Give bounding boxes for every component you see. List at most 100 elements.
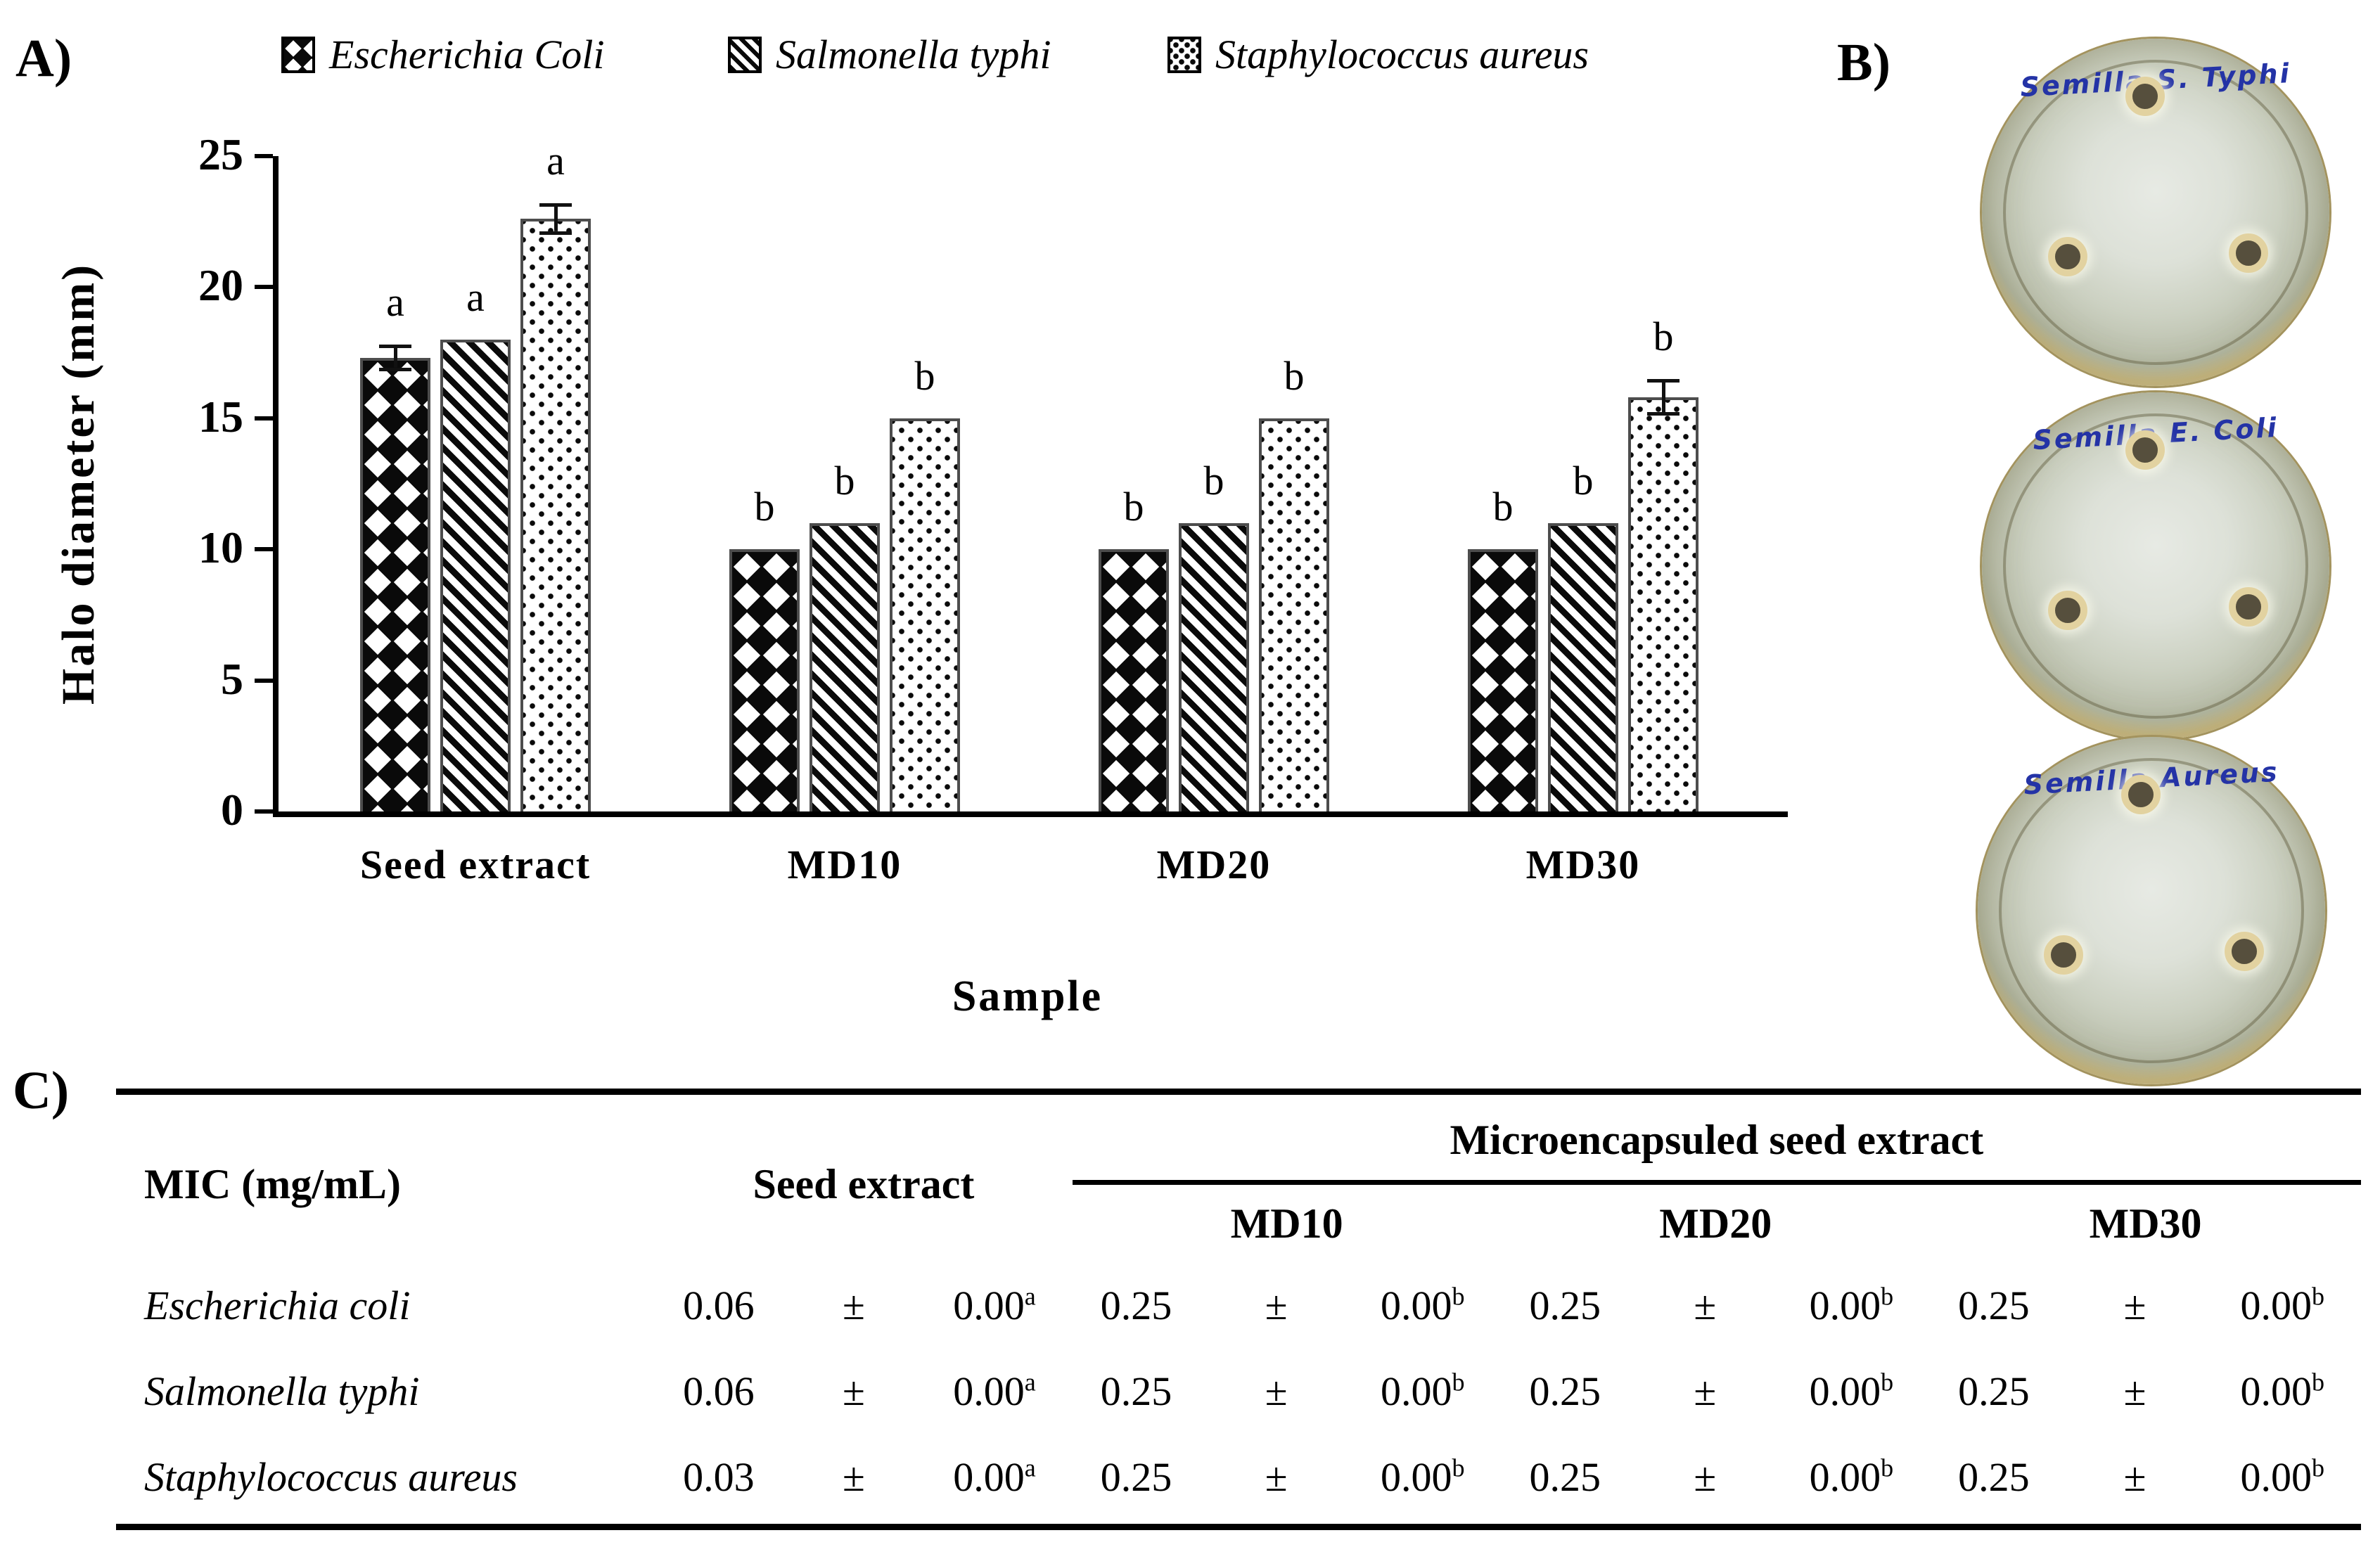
mic-value-part: 0.00b xyxy=(1380,1453,1465,1500)
mic-value-part: ± xyxy=(843,1282,865,1328)
mic-value-part: 0.00b xyxy=(2240,1453,2324,1500)
mic-value-part: 0.06 xyxy=(683,1282,755,1328)
mic-value-part: ± xyxy=(2123,1453,2147,1500)
agar-well xyxy=(2224,931,2264,971)
mic-value-cell: 0.25 ±0.00b xyxy=(1073,1434,1502,1520)
significance-letter: a xyxy=(466,274,485,320)
mic-value-part: 0.00a xyxy=(953,1282,1036,1328)
dots-pattern-swatch-icon xyxy=(1167,36,1201,73)
mic-value-part: ± xyxy=(1265,1368,1288,1414)
legend-item: Salmonella typhi xyxy=(728,31,1051,78)
mic-value-part: ± xyxy=(843,1368,865,1414)
mic-value-part: 0.25 xyxy=(1958,1453,2030,1500)
error-bar xyxy=(379,345,411,371)
y-axis-title: Halo diameter (mm) xyxy=(53,262,104,705)
organism-cell: Salmonella typhi xyxy=(144,1368,420,1414)
mic-table: MIC (mg/mL) Seed extract Microencapsuled… xyxy=(116,1089,2361,1530)
mic-value-cell: 0.25 ±0.00b xyxy=(1501,1434,1930,1520)
seed-extract-header: Seed extract xyxy=(753,1160,975,1207)
mic-units-header: MIC (mg/mL) xyxy=(144,1160,401,1207)
significance-letter: b xyxy=(754,484,775,530)
agar-well xyxy=(2228,586,2268,627)
y-tick-label: 15 xyxy=(198,391,243,442)
significance-letter: a xyxy=(386,279,404,326)
mic-value-cell: 0.25 ±0.00b xyxy=(1930,1348,2361,1434)
mic-value-cell: 0.25 ±0.00b xyxy=(1501,1348,1930,1434)
agar-well xyxy=(2228,233,2268,273)
petri-dish-stack: Semilla S. Typhi Semilla E. Coli Semilla A… xyxy=(1955,28,2380,1097)
bar xyxy=(1179,522,1249,811)
bar xyxy=(1259,418,1329,811)
significance-letter: b xyxy=(1492,484,1514,530)
x-tick-label: MD30 xyxy=(1525,842,1641,887)
y-tick-label: 25 xyxy=(198,129,243,179)
mic-value-part: 0.00a xyxy=(953,1368,1036,1414)
legend-item: Staphylococcus aureus xyxy=(1167,31,1589,78)
bar xyxy=(520,219,591,811)
bar xyxy=(360,358,430,811)
petri-dish-photo: Semilla Aureus xyxy=(1978,737,2325,1084)
mic-value-part: 0.25 xyxy=(1958,1282,2030,1328)
diamonds-pattern-swatch-icon xyxy=(281,36,315,73)
mic-value-part: 0.00b xyxy=(2240,1368,2324,1414)
chart-legend: Escherichia Coli Salmonella typhi Staphylo… xyxy=(0,0,1829,113)
subheader-md20: MD20 xyxy=(1659,1200,1772,1247)
mic-value-part: 0.00b xyxy=(1809,1453,1894,1500)
mic-value-cell: 0.25 ±0.00b xyxy=(1073,1348,1502,1434)
microencapsulated-span-header: Microencapsuled seed extract xyxy=(1072,1106,2361,1185)
organism-cell: Escherichia coli xyxy=(144,1282,411,1328)
agar-well xyxy=(2047,236,2087,276)
agar-well xyxy=(2047,590,2087,630)
mic-value-part: ± xyxy=(1265,1453,1288,1500)
bar xyxy=(1548,522,1618,811)
panel-a-label: A) xyxy=(15,29,72,88)
plot-area: 0 5 10 15 20 25 a a a Seed extract b b b MD10 b b b MD20 b… xyxy=(198,131,1788,887)
y-tick-mark xyxy=(255,547,273,552)
mic-value-part: 0.25 xyxy=(1958,1368,2030,1414)
mic-value-cell: 0.06 ±0.00a xyxy=(655,1348,1073,1434)
agar-well xyxy=(2121,775,2161,815)
mic-value-part: ± xyxy=(1694,1368,1717,1414)
stripes-pattern-swatch-icon xyxy=(728,36,762,73)
legend-label: Salmonella typhi xyxy=(776,32,1051,77)
mic-value-part: 0.25 xyxy=(1529,1368,1601,1414)
x-tick-label: Seed extract xyxy=(359,842,591,887)
significance-letter: b xyxy=(914,352,935,399)
mic-value-part: ± xyxy=(1694,1282,1717,1328)
organism-cell: Staphylococcus aureus xyxy=(144,1453,518,1500)
mic-value-part: ± xyxy=(2123,1368,2147,1414)
mic-value-part: 0.25 xyxy=(1529,1453,1601,1500)
bar xyxy=(1468,549,1538,811)
mic-value-part: 0.00b xyxy=(1809,1282,1894,1328)
x-tick-label: MD20 xyxy=(1156,842,1272,887)
mic-value-part: 0.25 xyxy=(1100,1282,1172,1328)
panel-c-label: C) xyxy=(13,1061,70,1120)
petri-dish-photo: Semilla S. Typhi xyxy=(1982,39,2329,386)
mic-value-part: 0.25 xyxy=(1529,1282,1601,1328)
x-tick-label: MD10 xyxy=(787,842,902,887)
panel-b-label: B) xyxy=(1837,33,1890,92)
mic-value-cell: 0.25 ±0.00b xyxy=(1930,1262,2361,1348)
y-tick-label: 5 xyxy=(221,653,243,704)
significance-letter: b xyxy=(1203,457,1224,503)
mic-value-part: 0.03 xyxy=(683,1453,755,1500)
mic-value-cell: 0.03 ±0.00a xyxy=(655,1434,1073,1520)
y-tick-label: 10 xyxy=(198,522,243,573)
mic-value-part: 0.25 xyxy=(1100,1453,1172,1500)
mic-value-part: 0.00b xyxy=(1380,1368,1465,1414)
legend-label: Staphylococcus aureus xyxy=(1215,32,1589,77)
mic-table-grid: MIC (mg/mL) Seed extract Microencapsuled… xyxy=(116,1106,2361,1520)
legend-label: Escherichia Coli xyxy=(329,32,605,77)
agar-well xyxy=(2125,430,2165,470)
y-tick-mark xyxy=(255,678,273,683)
bar xyxy=(1628,397,1698,811)
y-tick-mark xyxy=(255,285,273,290)
y-tick-mark xyxy=(255,809,273,814)
mic-value-part: 0.00b xyxy=(1809,1368,1894,1414)
mic-value-part: 0.00a xyxy=(953,1453,1036,1500)
y-tick-label: 0 xyxy=(221,785,243,835)
bar xyxy=(1099,549,1169,811)
y-tick-label: 20 xyxy=(198,260,243,311)
bar xyxy=(890,418,960,811)
error-bar xyxy=(539,203,572,235)
